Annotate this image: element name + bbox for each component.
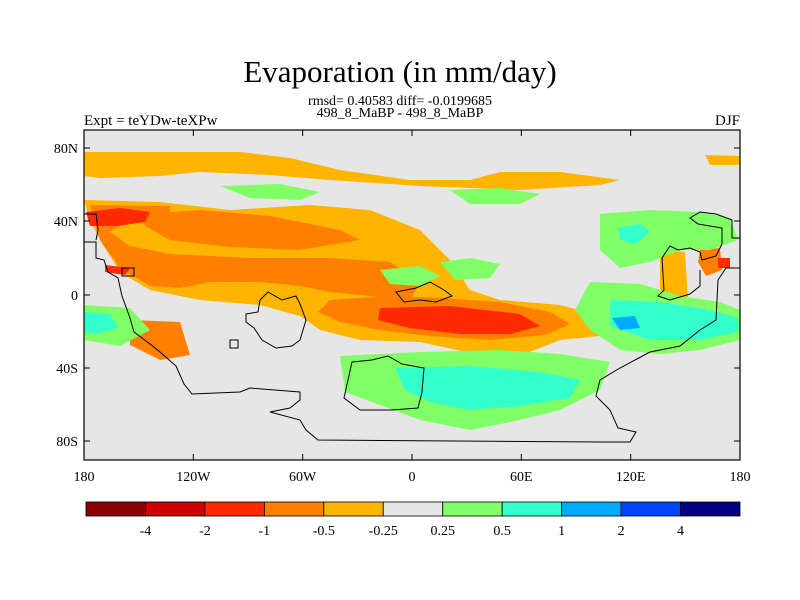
colorbar: -4 -2 -1 -0.5 -0.25 0.25 0.5 1 2 4	[85, 501, 741, 539]
colorbar-swatch	[382, 501, 444, 517]
colorbar-label: 0.25	[430, 524, 455, 539]
colorbar-swatch	[620, 501, 681, 517]
colorbar-swatch	[263, 501, 325, 517]
y-tick-label: 40N	[54, 215, 78, 230]
y-tick-label: 0	[71, 289, 78, 304]
y-tick-label: 40S	[56, 362, 78, 377]
colorbar-swatch	[442, 501, 503, 517]
colorbar-swatch	[501, 501, 563, 517]
colorbar-swatch	[204, 501, 265, 517]
stats-line: rmsd= 0.40583 diff= -0.0199685	[308, 94, 492, 109]
coastlines	[84, 211, 740, 443]
colorbar-label: 4	[677, 524, 684, 539]
case-subtitle: 498_8_MaBP - 498_8_MaBP	[316, 106, 484, 121]
colorbar-label: -0.5	[313, 524, 335, 539]
colorbar-swatch	[145, 501, 206, 517]
experiment-label: Expt = teYDw-teXPw	[84, 113, 218, 129]
y-tick-label: 80S	[56, 435, 78, 450]
colorbar-label: 0.5	[493, 524, 511, 539]
colorbar-swatch	[323, 501, 384, 517]
colorbar-label: -0.25	[369, 524, 398, 539]
x-tick-label: 60E	[510, 470, 533, 485]
colorbar-label: -4	[140, 524, 152, 539]
x-tick-label: 180	[730, 470, 751, 485]
axis-ticks	[83, 130, 741, 460]
x-tick-label: 0	[409, 470, 416, 485]
colorbar-label: 2	[618, 524, 625, 539]
colorbar-label: -2	[199, 524, 211, 539]
x-tick-label: 60W	[289, 470, 317, 485]
x-tick-label: 180	[74, 470, 95, 485]
map-title: Evaporation (in mm/day)	[243, 54, 557, 89]
colorbar-swatch	[680, 501, 741, 517]
colorbar-swatch	[85, 501, 146, 517]
colorbar-swatch	[561, 501, 622, 517]
colorbar-label: -1	[259, 524, 271, 539]
y-tick-label: 80N	[54, 142, 78, 157]
axis-tick-labels: 180 120W 60W 0 60E 120E 180 80N 40N 0 40S 80S	[54, 142, 751, 485]
map-panel	[84, 130, 740, 460]
season-label: DJF	[714, 113, 740, 129]
x-tick-label: 120E	[616, 470, 646, 485]
colorbar-label: 1	[558, 524, 565, 539]
x-tick-label: 120W	[176, 470, 211, 485]
